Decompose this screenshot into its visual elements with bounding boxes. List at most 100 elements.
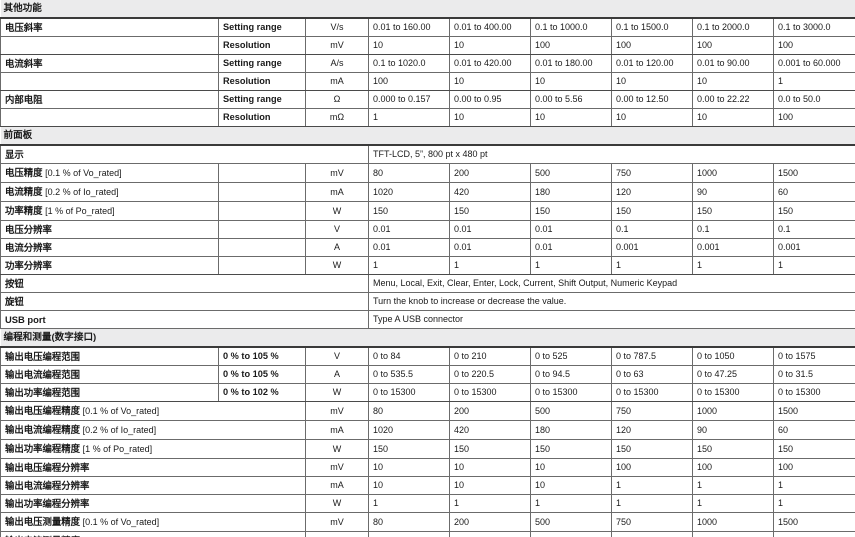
value-cell: 120 <box>611 531 693 537</box>
row-label: 输出电压编程分辨率 <box>0 458 306 477</box>
row-label-main: 输出电压编程分辨率 <box>5 462 90 473</box>
row-unit: mV <box>305 163 369 183</box>
row-label-main: 显示 <box>5 149 24 160</box>
row-label-main: 电压分辨率 <box>5 224 52 235</box>
value-cell: 10 <box>449 458 531 477</box>
row-unit: V <box>305 220 369 239</box>
value-cell: 0.00 to 12.50 <box>611 90 693 109</box>
value-cell: 100 <box>772 108 855 127</box>
value-cell: 60 <box>772 182 855 202</box>
row-label <box>0 108 219 127</box>
section-title: 前面板 <box>0 126 855 146</box>
row-unit: A/s <box>305 54 369 73</box>
value-cell: 100 <box>692 36 774 55</box>
value-cell: 150 <box>772 439 855 459</box>
value-cell: 0.01 to 420.00 <box>449 54 531 73</box>
row-label-main: 输出电流编程范围 <box>5 369 81 380</box>
table-row: Resolution mV 10 10 100 100 100 100 <box>0 36 855 55</box>
table-row: 电压精度 [0.1 % of Vo_rated] mV 80 200 500 750 100… <box>0 163 855 183</box>
value-cell: 0 to 787.5 <box>611 347 693 366</box>
value-cell: 1 <box>368 108 450 127</box>
value-cell: 1 <box>772 494 855 513</box>
value-cell: 80 <box>368 512 450 532</box>
value-cell: 0 to 63 <box>611 365 693 384</box>
value-cell: 0 to 94.5 <box>530 365 612 384</box>
row-label: 电压精度 [0.1 % of Vo_rated] <box>0 163 219 183</box>
value-cell: 100 <box>368 72 450 91</box>
value-cell: 0.00 to 22.22 <box>692 90 774 109</box>
table-row: 输出电压编程分辨率 mV 10 10 10 100 100 100 <box>0 458 855 477</box>
row-label: USB port <box>0 310 369 329</box>
row-label-spec: [1 % of Po_rated] <box>45 206 115 216</box>
value-cell: 150 <box>692 439 774 459</box>
value-cell: 0.01 to 90.00 <box>692 54 774 73</box>
value-cell: 500 <box>530 163 612 183</box>
section-header-row: 前面板 <box>0 126 855 146</box>
value-cell: 120 <box>611 182 693 202</box>
row-parameter <box>218 220 306 239</box>
row-unit: W <box>305 383 369 402</box>
row-label-main: 功率分辨率 <box>5 260 52 271</box>
row-label: 输出功率编程范围 <box>0 383 219 402</box>
row-label-spec: [0.1 % of Vo_rated] <box>45 168 122 178</box>
value-cell: 1 <box>530 494 612 513</box>
row-parameter: 0 % to 105 % <box>218 365 306 384</box>
row-description: TFT-LCD, 5”, 800 pt x 480 pt <box>367 145 855 164</box>
value-cell: 0.001 to 60.000 <box>772 54 855 73</box>
row-unit: V <box>305 347 369 366</box>
value-cell: 1 <box>772 476 855 495</box>
section-title: 编程和测量(数字接口) <box>0 328 855 348</box>
value-cell: 80 <box>368 401 450 421</box>
table-row: 旋钮 Turn the knob to increase or decrease … <box>0 292 855 311</box>
value-cell: 10 <box>530 458 612 477</box>
value-cell: 0.0 to 50.0 <box>772 90 855 109</box>
value-cell: 420 <box>449 420 531 440</box>
row-label: 输出电压编程范围 <box>0 347 219 366</box>
row-label: 电流精度 [0.2 % of Io_rated] <box>0 182 219 202</box>
value-cell: 0.1 to 2000.0 <box>692 18 774 37</box>
table-row: 输出功率编程范围 0 % to 102 % W 0 to 15300 0 to 1530… <box>0 383 855 402</box>
row-parameter: Setting range <box>218 54 306 73</box>
row-label: 功率精度 [1 % of Po_rated] <box>0 201 219 221</box>
row-label: 电流分辨率 <box>0 238 219 257</box>
row-label: 电压分辨率 <box>0 220 219 239</box>
value-cell: 100 <box>530 36 612 55</box>
value-cell: 100 <box>611 458 693 477</box>
value-cell: 0 to 47.25 <box>692 365 774 384</box>
value-cell: 1500 <box>772 512 855 532</box>
value-cell: 10 <box>368 458 450 477</box>
row-unit: mA <box>305 182 369 202</box>
value-cell: 10 <box>449 108 531 127</box>
row-label: 输出电流编程精度 [0.2 % of Io_rated] <box>0 420 306 440</box>
value-cell: 150 <box>772 201 855 221</box>
value-cell: 0.1 <box>692 220 774 239</box>
row-label: 电压斜率 <box>0 18 219 37</box>
value-cell: 0 to 15300 <box>368 383 450 402</box>
value-cell: 0 to 15300 <box>530 383 612 402</box>
row-parameter <box>218 256 306 275</box>
row-label-main: 输出电压编程范围 <box>5 351 81 362</box>
value-cell: 150 <box>692 201 774 221</box>
value-cell: 0.01 to 120.00 <box>611 54 693 73</box>
row-label-main: 输出电流测量精度 <box>5 535 80 537</box>
value-cell: 10 <box>692 108 774 127</box>
table-row: 电流精度 [0.2 % of Io_rated] mA 1020 420 180 120 9… <box>0 182 855 202</box>
row-label-main: 输出功率编程范围 <box>5 387 81 398</box>
value-cell: 750 <box>611 401 693 421</box>
value-cell: 150 <box>611 201 693 221</box>
value-cell: 180 <box>530 420 612 440</box>
value-cell: 90 <box>692 531 774 537</box>
value-cell: 0.1 to 3000.0 <box>772 18 855 37</box>
row-unit: mV <box>305 458 369 477</box>
row-label: 输出电流编程分辨率 <box>0 476 306 495</box>
value-cell: 1 <box>692 256 774 275</box>
value-cell: 200 <box>449 163 531 183</box>
row-label-main: 电流斜率 <box>5 58 43 69</box>
value-cell: 0.1 <box>611 220 693 239</box>
row-label-main: 电流精度 <box>5 186 43 197</box>
value-cell: 90 <box>692 420 774 440</box>
value-cell: 0.01 to 180.00 <box>530 54 612 73</box>
row-label-spec: [0.1 % of Vo_rated] <box>82 517 160 527</box>
